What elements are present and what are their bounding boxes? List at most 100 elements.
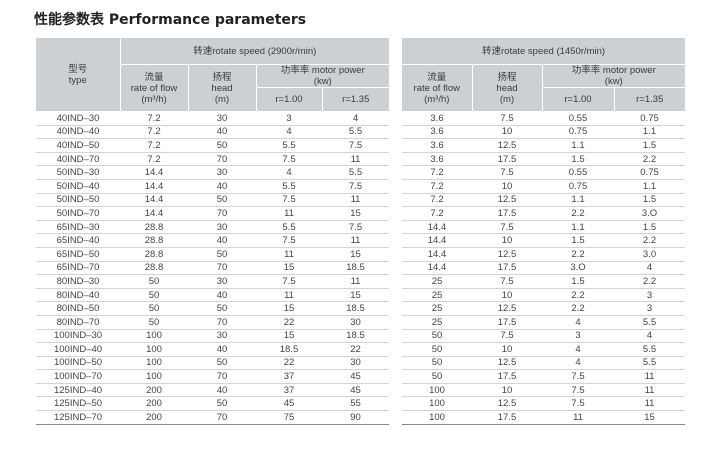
table-row: 7.2 17.5 2.2 3.O	[402, 206, 686, 221]
r1-header: r=1.00	[542, 87, 615, 112]
speed-header-1450: 转速rotate speed (1450r/min)	[402, 38, 686, 65]
cell-power-r2: 4	[322, 111, 390, 126]
cell-power-r1: 15	[256, 301, 322, 316]
cell-power-r2: 5.5	[322, 125, 390, 140]
cell-head: 50	[188, 138, 256, 153]
cell-power-r1: 7.5	[256, 193, 322, 208]
cell-head: 7.5	[472, 274, 542, 289]
cell-power-r1: 18.5	[256, 342, 322, 357]
cell-power-r2: 1.5	[614, 220, 686, 235]
performance-table-1450: 转速rotate speed (1450r/min) 流量 rate of fl…	[402, 38, 686, 425]
cell-flow: 7.2	[120, 125, 188, 140]
cell-power-r2: 2.2	[614, 274, 686, 289]
cell-head: 70	[188, 152, 256, 167]
cell-power-r2: 18.5	[322, 301, 390, 316]
cell-head: 40	[188, 179, 256, 194]
table-row: 50 10 4 5.5	[402, 342, 686, 357]
cell-head: 10	[472, 342, 542, 357]
cell-flow: 100	[402, 410, 472, 425]
cell-power-r1: 2.2	[542, 288, 614, 303]
cell-type: 125IND–50	[36, 396, 120, 412]
cell-power-r1: 37	[256, 383, 322, 398]
cell-type: 50IND–50	[36, 193, 120, 208]
cell-power-r2: 11	[322, 233, 390, 248]
cell-type: 65IND–70	[36, 261, 120, 276]
table-row: 50IND–30 14.4 30 4 5.5	[36, 165, 390, 180]
cell-power-r1: 1.5	[542, 233, 614, 248]
table-row: 100IND–30 100 30 15 18.5	[36, 329, 390, 344]
cell-power-r1: 7.5	[542, 383, 614, 398]
cell-power-r2: 3.O	[614, 206, 686, 221]
table-row: 50IND–50 14.4 50 7.5 11	[36, 193, 390, 208]
type-header-cn: 型号	[68, 63, 88, 75]
flow-header-en: rate of flow	[130, 82, 178, 94]
cell-flow: 14.4	[120, 193, 188, 208]
table-row: 100 10 7.5 11	[402, 383, 686, 398]
cell-power-r2: 4	[614, 329, 686, 344]
cell-type: 100IND–50	[36, 356, 120, 371]
cell-head: 50	[188, 193, 256, 208]
cell-head: 10	[472, 383, 542, 398]
table-row: 25 12.5 2.2 3	[402, 301, 686, 316]
table-row: 80IND–70 50 70 22 30	[36, 315, 390, 330]
cell-flow: 100	[120, 369, 188, 384]
cell-power-r1: 0.55	[542, 111, 614, 126]
table-row: 125IND–70 200 70 75 90	[36, 410, 390, 425]
cell-flow: 200	[120, 410, 188, 425]
cell-flow: 100	[120, 356, 188, 371]
cell-power-r2: 15	[322, 247, 390, 262]
cell-power-r2: 18.5	[322, 329, 390, 344]
table-row: 3.6 12.5 1.1 1.5	[402, 138, 686, 153]
table-row: 3.6 10 0.75 1.1	[402, 125, 686, 140]
cell-power-r2: 0.75	[614, 111, 686, 126]
cell-power-r1: 7.5	[542, 396, 614, 412]
cell-power-r2: 7.5	[322, 138, 390, 153]
table-row: 100IND–70 100 70 37 45	[36, 369, 390, 384]
cell-flow: 14.4	[120, 206, 188, 221]
cell-power-r1: 4	[542, 356, 614, 371]
cell-power-r1: 2.2	[542, 206, 614, 221]
cell-type: 100IND–40	[36, 342, 120, 357]
cell-power-r1: 45	[256, 396, 322, 412]
cell-head: 70	[188, 410, 256, 425]
performance-table-2900: 型号 type 转速rotate speed (2900r/min) 流量 ra…	[36, 38, 390, 425]
cell-head: 12.5	[472, 396, 542, 412]
cell-power-r1: 5.5	[256, 179, 322, 194]
cell-flow: 14.4	[402, 220, 472, 235]
cell-head: 30	[188, 165, 256, 180]
cell-flow: 14.4	[120, 165, 188, 180]
cell-head: 70	[188, 206, 256, 221]
cell-type: 65IND–50	[36, 247, 120, 262]
table-row: 25 7.5 1.5 2.2	[402, 274, 686, 289]
cell-head: 10	[472, 125, 542, 140]
cell-flow: 50	[402, 342, 472, 357]
cell-head: 10	[472, 233, 542, 248]
table-row: 40IND–50 7.2 50 5.5 7.5	[36, 138, 390, 153]
cell-flow: 100	[402, 396, 472, 412]
speed-header-2900: 转速rotate speed (2900r/min)	[120, 38, 390, 65]
cell-power-r1: 15	[256, 329, 322, 344]
table-row: 80IND–40 50 40 11 15	[36, 288, 390, 303]
cell-head: 12.5	[472, 138, 542, 153]
table-row: 14.4 17.5 3.O 4	[402, 261, 686, 276]
cell-head: 12.5	[472, 247, 542, 262]
cell-flow: 28.8	[120, 233, 188, 248]
cell-power-r1: 3	[542, 329, 614, 344]
table-row: 50 7.5 3 4	[402, 329, 686, 344]
cell-type: 50IND–30	[36, 165, 120, 180]
cell-head: 17.5	[472, 369, 542, 384]
cell-power-r1: 5.5	[256, 138, 322, 153]
cell-power-r1: 7.5	[256, 274, 322, 289]
cell-head: 17.5	[472, 315, 542, 330]
power-header: 功率率 motor power (kw)	[256, 64, 390, 88]
table-row: 25 17.5 4 5.5	[402, 315, 686, 330]
cell-head: 50	[188, 301, 256, 316]
cell-head: 50	[188, 247, 256, 262]
cell-head: 7.5	[472, 220, 542, 235]
table-row: 50IND–40 14.4 40 5.5 7.5	[36, 179, 390, 194]
cell-power-r2: 5.5	[614, 342, 686, 357]
table-row: 40IND–70 7.2 70 7.5 11	[36, 152, 390, 167]
cell-flow: 7.2	[402, 165, 472, 180]
cell-flow: 7.2	[402, 206, 472, 221]
cell-power-r2: 11	[322, 152, 390, 167]
